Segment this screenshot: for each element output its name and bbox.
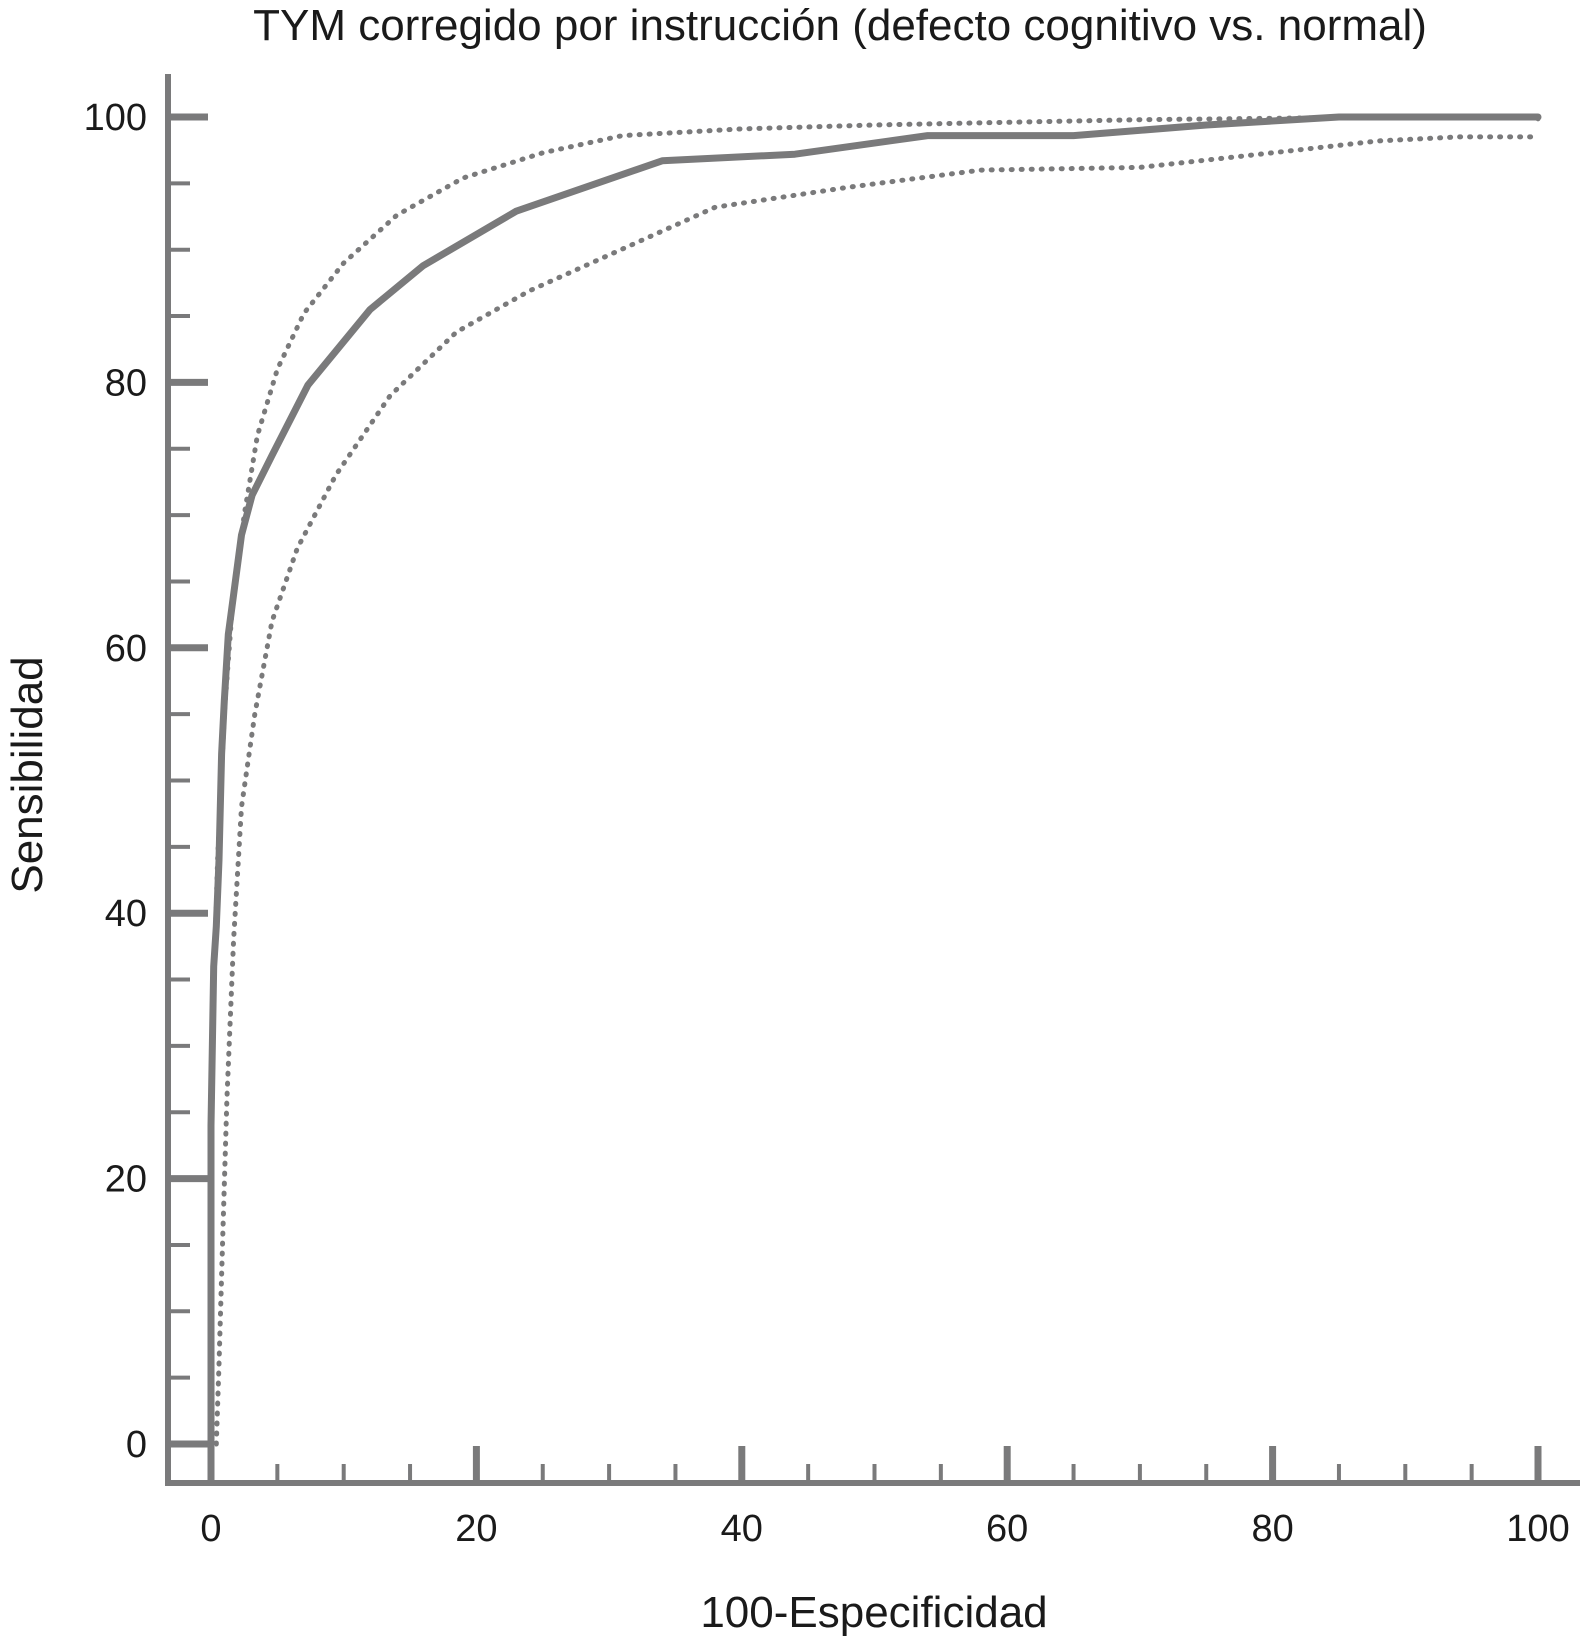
axis-tick-labels: 0 20 40 60 80 100 0 20 40 60 80 100 — [84, 97, 1570, 1550]
y-tick-label: 0 — [126, 1424, 147, 1466]
roc-curve-line — [207, 113, 1542, 1448]
chart-title: TYM corregido por instrucción (defecto c… — [253, 1, 1427, 50]
y-tick-label: 100 — [84, 97, 147, 139]
roc-curves — [207, 113, 1542, 1448]
x-tick-label: 80 — [1251, 1508, 1293, 1550]
confidence-bound-line-2 — [213, 134, 1541, 1447]
x-tick-label: 40 — [721, 1508, 763, 1550]
axes — [165, 74, 1580, 1486]
x-tick-label: 20 — [455, 1508, 497, 1550]
x-tick-label: 60 — [986, 1508, 1028, 1550]
y-tick-label: 60 — [105, 628, 147, 670]
y-tick-label: 20 — [105, 1159, 147, 1201]
x-tick-label: 100 — [1506, 1508, 1569, 1550]
y-tick-label: 40 — [105, 893, 147, 935]
axis-ticks — [168, 113, 1542, 1483]
x-tick-label: 0 — [200, 1508, 221, 1550]
y-axis-label: Sensibilidad — [3, 656, 52, 893]
confidence-bound-line-1 — [208, 114, 1541, 1182]
y-tick-label: 80 — [105, 362, 147, 404]
x-axis-label: 100-Especificidad — [700, 1588, 1047, 1637]
